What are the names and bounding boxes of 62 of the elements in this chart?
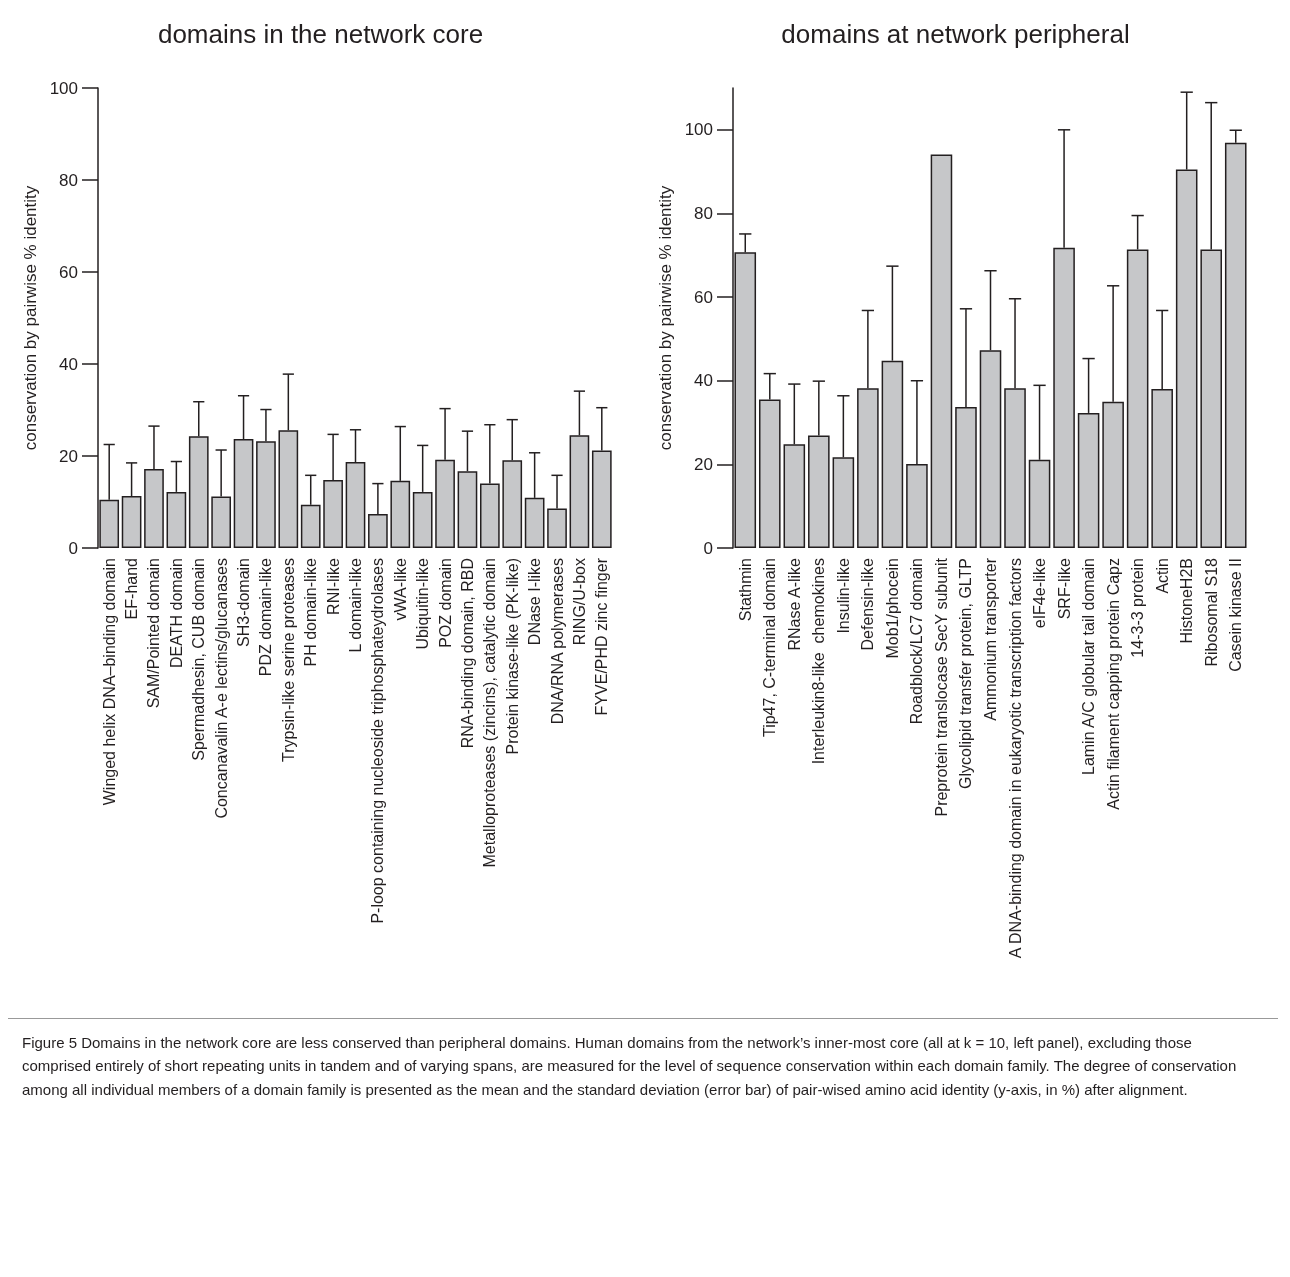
x-tick-label: 14-3-3 protein xyxy=(1129,558,1147,658)
x-tick-label: DNase I-like xyxy=(526,557,544,646)
x-tick-label: Lamin A/C globular tail domain xyxy=(1080,558,1098,776)
x-tick-label: Actin filament capping protein Capz xyxy=(1104,558,1122,810)
bar xyxy=(930,154,953,548)
x-tick-label: DEATH domain xyxy=(167,558,185,668)
x-tick-label: vWA-like xyxy=(391,557,409,621)
x-tick-label: Ribosomal S18 xyxy=(1202,557,1220,667)
y-tick-label: 60 xyxy=(59,262,78,282)
x-tick-label: RING/U-box xyxy=(570,558,588,646)
x-tick-label: RNase A-like xyxy=(785,557,803,651)
chart-title: domains at network peripheral xyxy=(781,19,1130,49)
y-tick-label: 80 xyxy=(59,170,78,190)
y-tick-label: 20 xyxy=(694,454,713,474)
x-tick-label: Interleukin8-like chemokines xyxy=(810,558,828,765)
x-tick-label: Glycolipid transfer protein, GLTP xyxy=(957,558,975,789)
x-tick-label: P-loop containing nucleoside triphosphateydrolases xyxy=(369,558,387,924)
x-tick-label: Winged helix DNA–binding domain xyxy=(100,558,118,806)
x-tick-label: Spermadhesin, CUB domain xyxy=(190,558,208,761)
y-axis-title: conservation by pairwise % identity xyxy=(20,185,40,451)
x-tick-label: Actin xyxy=(1153,558,1171,594)
y-tick-label: 0 xyxy=(68,538,78,558)
y-tick-label: 80 xyxy=(694,203,713,223)
x-tick-label: Tip47, C-terminal domain xyxy=(761,558,779,738)
y-axis-title: conservation by pairwise % identity xyxy=(655,185,675,451)
x-tick-label: RNI-like xyxy=(324,557,342,615)
x-tick-label: Trypsin-like serine proteases xyxy=(279,558,297,762)
x-tick-label: DNA/RNA polymerases xyxy=(548,558,566,725)
x-tick-label: A DNA-binding domain in eukaryotic transcription factors xyxy=(1006,558,1024,959)
x-tick-label: Ammonium transporter xyxy=(982,557,999,721)
x-tick-label: eIF4e-like xyxy=(1031,557,1049,629)
y-tick-label: 40 xyxy=(694,371,713,391)
x-tick-label: Metalloproteases (zincins), catalytic domain xyxy=(481,558,499,868)
caption: Figure 5 Domains in the network core are less conserved than peripheral domains. Human domains from the network’s inner-most core (all at k = 10, left panel), excluding those comprised entirely of short repeating units in tandem and of varying spans, are measured for the level of sequence conservation within each domain family. The degree of conservation among all individual members of a domain family is presented as the mean and the standard deviation (error bar) of pair-wised amino acid identity (y-axis, in %) after alignment. xyxy=(22,1033,1238,1100)
x-tick-label: HistoneH2B xyxy=(1178,558,1196,644)
x-tick-label: Insulin-like xyxy=(834,557,852,634)
x-tick-label: Stathmin xyxy=(736,558,754,622)
y-tick-label: 20 xyxy=(59,446,78,466)
chart-title: domains in the network core xyxy=(157,19,484,49)
x-tick-label: SAM/Pointed domain xyxy=(145,558,163,709)
x-tick-label: Preprotein translocase SecY subunit xyxy=(932,557,950,817)
x-tick-label: Mob1/phocein xyxy=(883,558,901,659)
x-tick-label: EF-hand xyxy=(123,558,141,620)
x-tick-label: FYVE/PHD zinc finger xyxy=(593,557,611,716)
y-tick-label: 0 xyxy=(703,538,713,558)
x-tick-label: SH3-domain xyxy=(235,558,253,647)
x-tick-label: Ubiquitin-like xyxy=(414,557,432,650)
y-tick-label: 100 xyxy=(684,120,713,140)
x-tick-label: PH domain-like xyxy=(302,557,320,667)
x-tick-label: L domain-like xyxy=(347,557,364,653)
x-tick-label: Concanavalin A-e lectins/glucanases xyxy=(212,558,230,819)
x-tick-label: PDZ domain-like xyxy=(257,557,275,677)
y-tick-label: 40 xyxy=(59,354,78,374)
x-tick-label: Protein kinase-like (PK-like) xyxy=(503,558,521,755)
y-tick-label: 60 xyxy=(694,287,713,307)
x-tick-label: Casein kinase II xyxy=(1227,558,1245,672)
x-tick-label: POZ domain xyxy=(436,558,454,648)
x-tick-label: SRF-like xyxy=(1055,557,1073,620)
x-tick-label: RNA-binding domain, RBD xyxy=(458,558,476,749)
y-tick-label: 100 xyxy=(49,78,78,98)
x-tick-label: Roadblock/LC7 domain xyxy=(908,558,926,725)
x-tick-label: Defensin-like xyxy=(859,557,877,651)
